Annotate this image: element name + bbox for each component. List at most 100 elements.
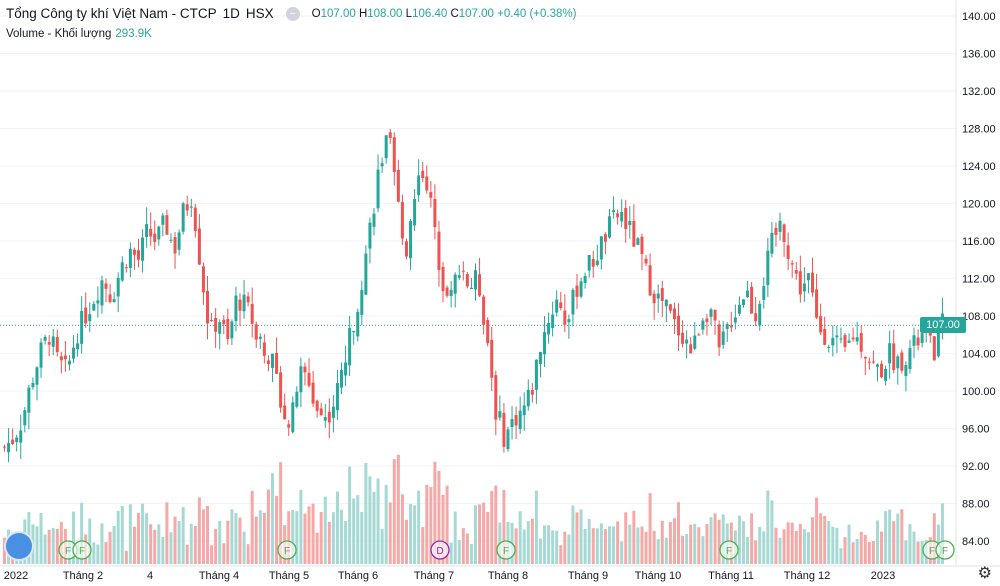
candle-body xyxy=(193,207,197,232)
volume-bar xyxy=(847,524,851,564)
volume-bar xyxy=(197,497,201,564)
x-tick-label: Tháng 6 xyxy=(338,570,378,582)
volume-bar xyxy=(92,542,96,564)
volume-bar xyxy=(124,550,128,564)
volume-bar xyxy=(372,491,376,564)
volume-bar xyxy=(157,524,161,564)
candle-body xyxy=(583,275,587,283)
event-label: F xyxy=(65,546,71,557)
gear-icon[interactable]: ⚙ xyxy=(977,565,992,582)
volume-bar xyxy=(896,513,900,564)
candle-body xyxy=(433,199,437,228)
volume-bar xyxy=(230,509,234,564)
candle-body xyxy=(831,337,835,346)
candle-body xyxy=(587,254,591,271)
candle-body xyxy=(161,215,165,225)
volume-bar xyxy=(376,478,380,564)
volume-bar xyxy=(750,513,754,564)
volume-bar xyxy=(530,518,534,564)
candle-body xyxy=(547,322,551,335)
volume-bar xyxy=(120,506,124,564)
volume-bar xyxy=(287,511,291,564)
candle-body xyxy=(425,176,429,191)
candle-body xyxy=(340,369,344,388)
volume-bar xyxy=(672,518,676,564)
candle-body xyxy=(218,322,222,334)
candle-body xyxy=(518,410,522,430)
candle-body xyxy=(327,411,331,423)
y-tick-label: 84.00 xyxy=(962,536,990,548)
candle-body xyxy=(880,363,884,378)
candle-body xyxy=(928,331,932,336)
candle-body xyxy=(437,231,441,271)
volume-bar xyxy=(806,532,810,564)
volume-bar xyxy=(904,540,908,564)
candle-body xyxy=(307,372,311,386)
volume-bar xyxy=(222,543,226,564)
volume-bar xyxy=(851,542,855,564)
volume-bar xyxy=(628,524,632,564)
candle-body xyxy=(299,366,303,393)
candle-body xyxy=(811,272,815,293)
candle-body xyxy=(116,277,120,297)
tradingview-logo-icon[interactable] xyxy=(6,533,32,559)
candle-body xyxy=(67,360,71,365)
candle-body xyxy=(315,400,319,411)
candle-body xyxy=(709,309,713,317)
volume-bar xyxy=(863,534,867,564)
x-tick-label: Tháng 9 xyxy=(568,570,608,582)
volume-bar xyxy=(291,509,295,564)
volume-bar xyxy=(579,509,583,564)
candle-body xyxy=(664,299,668,307)
volume-bar xyxy=(80,502,84,564)
volume-bar xyxy=(348,466,352,564)
volume-bar xyxy=(242,531,246,564)
candle-body xyxy=(802,283,806,292)
volume-bar xyxy=(587,519,591,564)
candle-body xyxy=(888,343,892,364)
event-label: D xyxy=(436,546,443,557)
y-tick-label: 136.00 xyxy=(962,49,996,61)
volume-bar xyxy=(538,538,542,564)
volume-bar xyxy=(632,510,636,564)
volume-bar xyxy=(39,513,43,564)
candle-body xyxy=(575,285,579,297)
candle-body xyxy=(254,324,258,340)
candle-body xyxy=(311,382,315,404)
volume-bar xyxy=(396,454,400,564)
volume-bar xyxy=(469,543,473,564)
volume-bar xyxy=(315,532,319,564)
volume-bar xyxy=(400,494,404,564)
volume-bar xyxy=(169,532,173,564)
candle-body xyxy=(181,203,185,232)
volume-bar xyxy=(705,523,709,564)
candle-body xyxy=(31,383,35,388)
candle-body xyxy=(165,215,169,235)
candle-body xyxy=(291,402,295,433)
volume-bar xyxy=(575,512,579,564)
volume-bar xyxy=(559,545,563,564)
candle-body xyxy=(936,331,940,357)
candle-body xyxy=(916,337,920,346)
minus-icon[interactable]: − xyxy=(285,6,300,21)
candle-body xyxy=(169,239,173,241)
candle-body xyxy=(287,424,291,428)
candle-body xyxy=(364,253,368,295)
volume-bar xyxy=(547,525,551,564)
candle-body xyxy=(717,324,721,348)
volume-bar xyxy=(384,484,388,564)
y-tick-label: 132.00 xyxy=(962,86,996,98)
candle-body xyxy=(250,303,254,324)
volume-bar xyxy=(697,527,701,564)
volume-bar xyxy=(465,533,469,564)
candle-body xyxy=(612,210,616,213)
volume-bar xyxy=(72,511,76,564)
candle-body xyxy=(660,288,664,301)
volume-bar xyxy=(136,512,140,564)
interval[interactable]: 1D xyxy=(222,6,240,21)
candle-body xyxy=(762,286,766,300)
volume-bar xyxy=(782,529,786,564)
candle-body xyxy=(839,338,843,340)
